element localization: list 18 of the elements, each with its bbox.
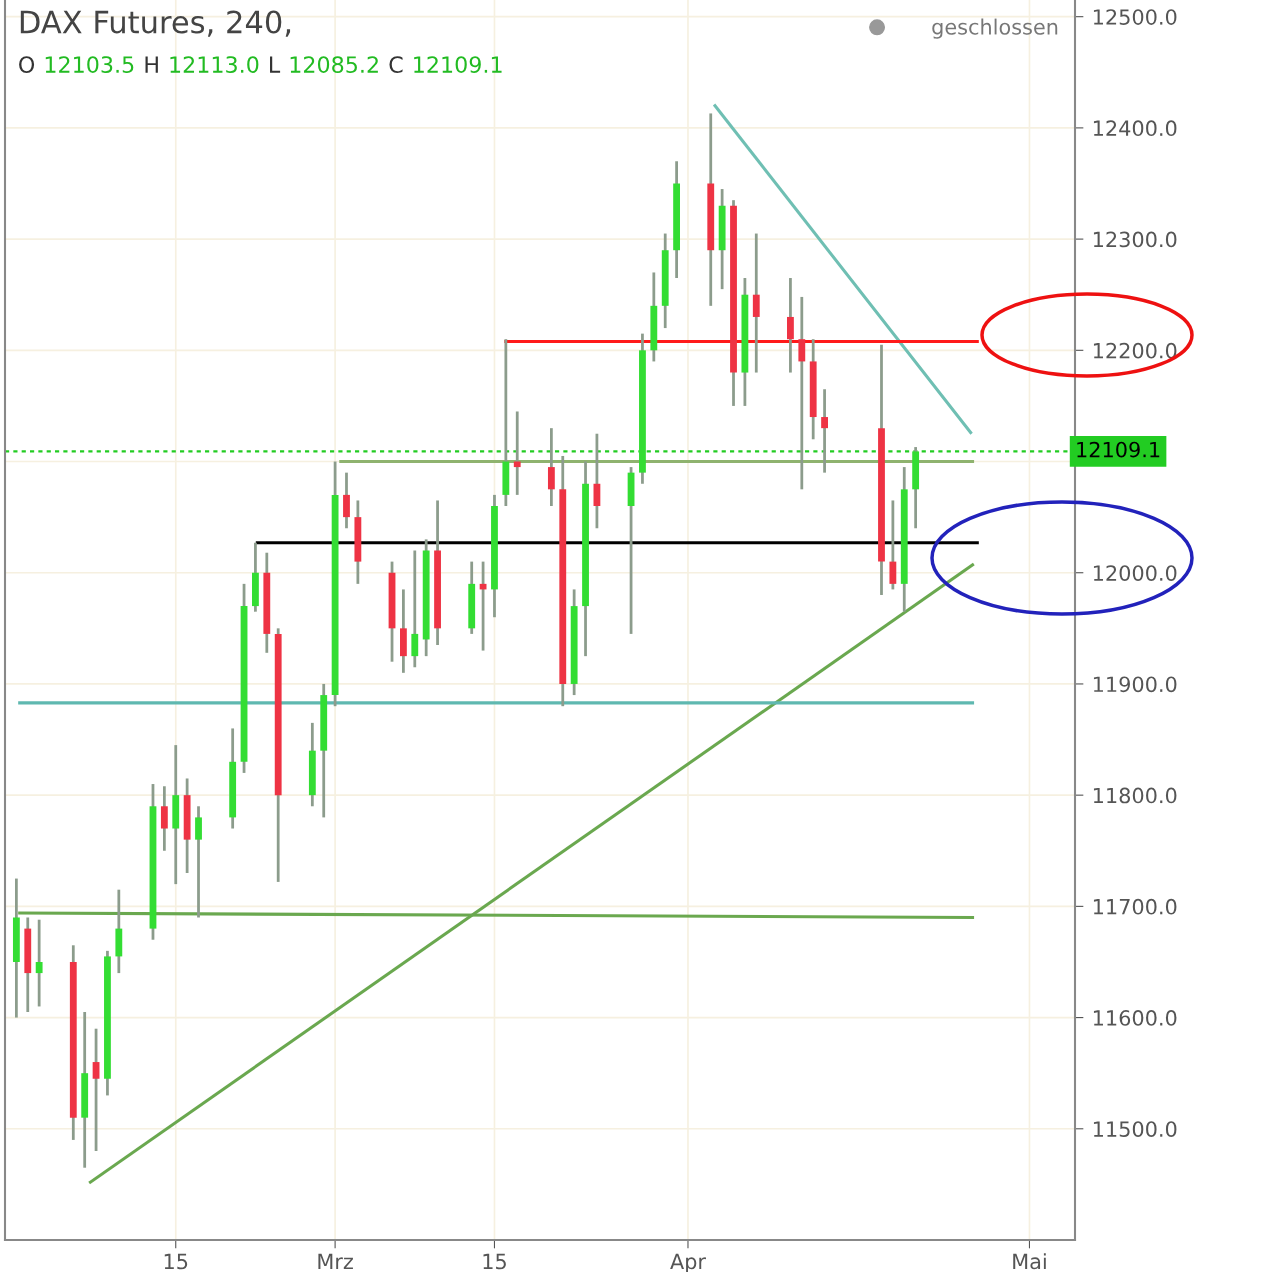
chart-title: DAX Futures, 240, bbox=[20, 10, 291, 37]
y-tick-label: 12300.0 bbox=[1093, 231, 1177, 248]
ref-line-label: 12109.1 bbox=[1077, 441, 1160, 458]
y-tick-label: 11700.0 bbox=[1093, 898, 1177, 915]
x-tick-label: 15 bbox=[483, 1253, 506, 1270]
y-tick-label: 11800.0 bbox=[1093, 787, 1177, 804]
y-tick-label: 11600.0 bbox=[1093, 1010, 1177, 1026]
x-tick-label: 15 bbox=[164, 1253, 188, 1270]
y-tick-label: 11900.0 bbox=[1093, 676, 1177, 693]
y-tick-label: 12500.0 bbox=[1093, 9, 1177, 25]
annotation: geschlossen bbox=[932, 18, 1058, 39]
y-tick-label: 12200.0 bbox=[1093, 342, 1177, 359]
y-tick-label: 12000.0 bbox=[1093, 565, 1177, 581]
x-tick-label: Mrz bbox=[318, 1253, 353, 1270]
y-tick-label: 12400.0 bbox=[1093, 120, 1177, 137]
x-tick-label: Mai bbox=[1013, 1253, 1046, 1270]
y-tick-label: 11500.0 bbox=[1093, 1121, 1177, 1137]
text: O 12103.5 H 12113.0 L 12085.2 C 12109.1 bbox=[19, 56, 502, 73]
